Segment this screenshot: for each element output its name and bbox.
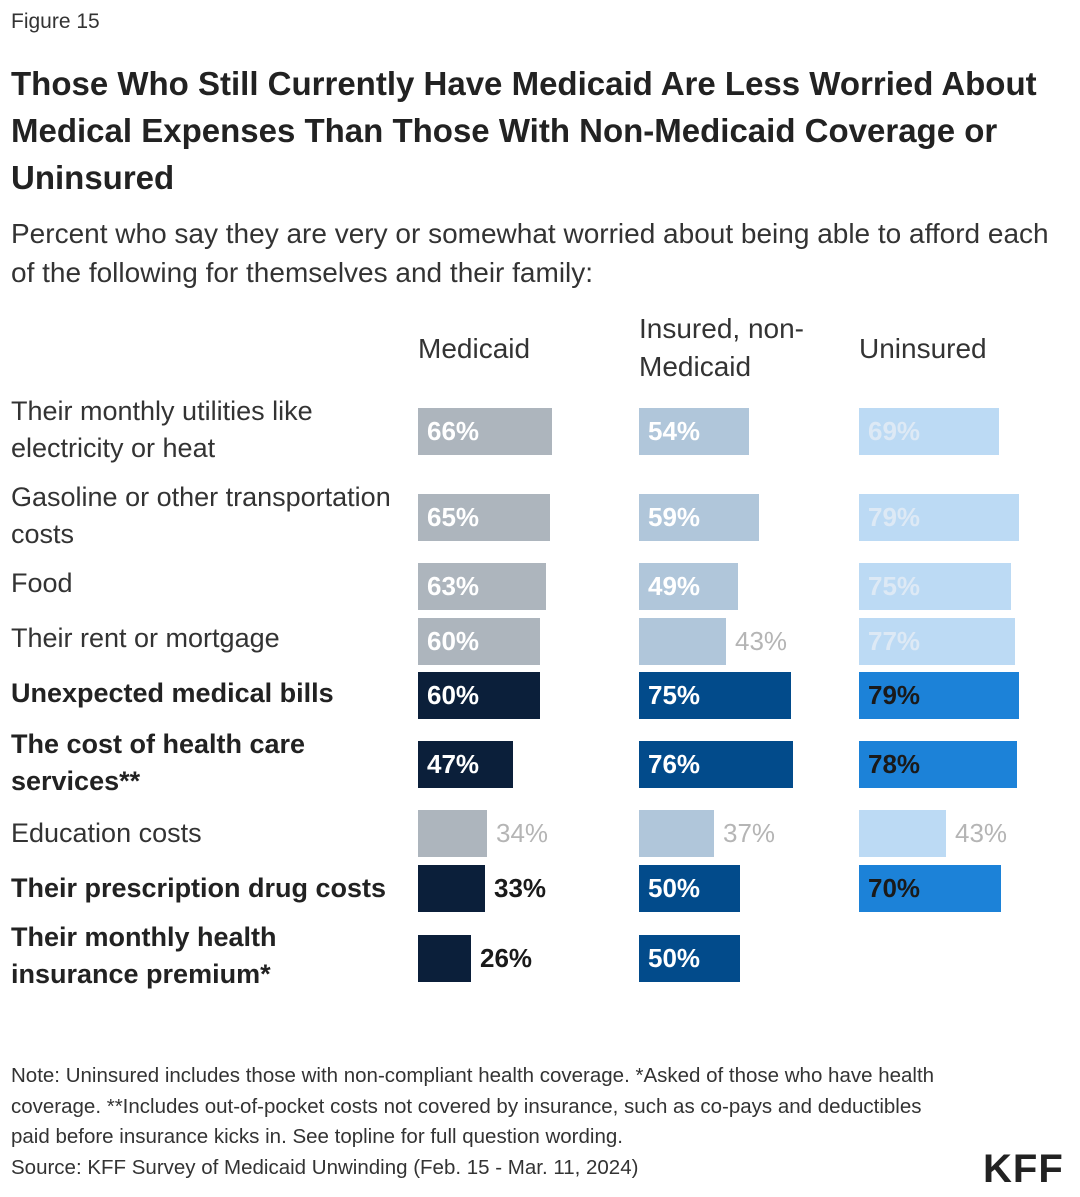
bar-insured-non-medicaid-their-rent-or-mortgage — [639, 617, 726, 665]
row-label-their-prescription-drug-costs: Their prescription drug costs — [11, 873, 387, 903]
row-label-unexpected-medical-bills: Unexpected medical bills — [11, 678, 334, 708]
value-label-medicaid-the-cost-of-health-care-services: 47% — [427, 749, 480, 779]
bar-medicaid-their-rent-or-mortgage — [418, 617, 540, 665]
value-label-uninsured-gasoline-or-other-transportation-costs: 79% — [868, 502, 921, 532]
bar-uninsured-their-monthly-utilities-like-electricity-or-heat — [859, 407, 999, 455]
row-label-their-monthly-health-insurance-premium: Their monthly health insurance premium* — [11, 922, 277, 989]
bar-uninsured-gasoline-or-other-transportation-costs — [859, 493, 1019, 541]
bar-medicaid-gasoline-or-other-transportation-costs — [418, 493, 550, 541]
value-label-uninsured-the-cost-of-health-care-services: 78% — [868, 749, 921, 779]
bar-chart: Medicaid Insured, non-Medicaid Uninsured Th… — [0, 300, 1080, 1020]
chart-subtitle: Percent who say they are very or somewha… — [11, 218, 1049, 288]
bar-insured-non-medicaid-the-cost-of-health-care-services — [639, 740, 793, 788]
chart-note: Note: Uninsured includes those with non-… — [11, 1064, 935, 1148]
value-label-uninsured-their-prescription-drug-costs: 70% — [868, 873, 921, 903]
value-label-uninsured-food: 75% — [868, 571, 921, 601]
bar-uninsured-food — [859, 562, 1011, 610]
bar-uninsured-their-rent-or-mortgage — [859, 617, 1015, 665]
value-label-medicaid-their-rent-or-mortgage: 60% — [427, 626, 480, 656]
bar-insured-non-medicaid-unexpected-medical-bills — [639, 671, 791, 719]
row-label-their-monthly-utilities-like-electricity-or-heat: Their monthly utilities like electricity… — [11, 396, 313, 463]
bar-uninsured-education-costs — [859, 809, 946, 857]
row-label-education-costs: Education costs — [11, 818, 202, 848]
bar-insured-non-medicaid-their-prescription-drug-costs — [639, 864, 740, 912]
bar-insured-non-medicaid-education-costs — [639, 809, 714, 857]
bar-insured-non-medicaid-gasoline-or-other-transportation-costs — [639, 493, 759, 541]
bar-medicaid-the-cost-of-health-care-services — [418, 740, 513, 788]
value-label-insured-non-medicaid-their-monthly-health-insurance-premium: 50% — [648, 943, 701, 973]
value-label-medicaid-education-costs: 34% — [496, 818, 549, 848]
value-label-insured-non-medicaid-their-monthly-utilities-like-electricity-or-heat: 54% — [648, 416, 701, 446]
value-label-insured-non-medicaid-food: 49% — [648, 571, 701, 601]
col-head-insured-non-medicaid: Insured, non-Medicaid — [639, 313, 804, 382]
value-label-insured-non-medicaid-their-prescription-drug-costs: 50% — [648, 873, 701, 903]
figure-label: Figure 15 — [11, 10, 100, 33]
value-label-uninsured-unexpected-medical-bills: 79% — [868, 680, 921, 710]
value-label-medicaid-food: 63% — [427, 571, 480, 601]
value-label-insured-non-medicaid-gasoline-or-other-transportation-costs: 59% — [648, 502, 701, 532]
bar-medicaid-their-prescription-drug-costs — [418, 864, 485, 912]
kff-logo: KFF — [983, 1147, 1064, 1191]
bar-medicaid-education-costs — [418, 809, 487, 857]
row-label-food: Food — [11, 568, 73, 598]
bar-uninsured-their-prescription-drug-costs — [859, 864, 1001, 912]
bar-medicaid-their-monthly-utilities-like-electricity-or-heat — [418, 407, 552, 455]
value-label-insured-non-medicaid-the-cost-of-health-care-services: 76% — [648, 749, 701, 779]
bar-medicaid-food — [418, 562, 546, 610]
bar-insured-non-medicaid-food — [639, 562, 738, 610]
bar-insured-non-medicaid-their-monthly-utilities-like-electricity-or-heat — [639, 407, 749, 455]
value-label-medicaid-their-monthly-health-insurance-premium: 26% — [480, 943, 533, 973]
row-label-the-cost-of-health-care-services: The cost of health care services** — [11, 729, 306, 796]
value-label-medicaid-unexpected-medical-bills: 60% — [427, 680, 480, 710]
row-label-gasoline-or-other-transportation-costs: Gasoline or other transportation costs — [11, 482, 391, 549]
value-label-insured-non-medicaid-education-costs: 37% — [723, 818, 776, 848]
bar-insured-non-medicaid-their-monthly-health-insurance-premium — [639, 934, 740, 982]
value-label-insured-non-medicaid-their-rent-or-mortgage: 43% — [735, 626, 788, 656]
value-label-uninsured-their-monthly-utilities-like-electricity-or-heat: 69% — [868, 416, 921, 446]
value-label-uninsured-education-costs: 43% — [955, 818, 1008, 848]
col-head-medicaid: Medicaid — [418, 333, 531, 364]
value-label-medicaid-gasoline-or-other-transportation-costs: 65% — [427, 502, 480, 532]
row-label-their-rent-or-mortgage: Their rent or mortgage — [11, 623, 280, 653]
value-label-medicaid-their-monthly-utilities-like-electricity-or-heat: 66% — [427, 416, 480, 446]
bar-uninsured-unexpected-medical-bills — [859, 671, 1019, 719]
bar-medicaid-their-monthly-health-insurance-premium — [418, 934, 471, 982]
value-label-insured-non-medicaid-unexpected-medical-bills: 75% — [648, 680, 701, 710]
value-label-medicaid-their-prescription-drug-costs: 33% — [494, 873, 547, 903]
col-head-uninsured: Uninsured — [859, 333, 987, 364]
bar-uninsured-the-cost-of-health-care-services — [859, 740, 1017, 788]
chart-title: Those Who Still Currently Have Medicaid … — [11, 65, 1037, 196]
bar-medicaid-unexpected-medical-bills — [418, 671, 540, 719]
value-label-uninsured-their-rent-or-mortgage: 77% — [868, 626, 921, 656]
chart-source: Source: KFF Survey of Medicaid Unwinding… — [11, 1156, 639, 1179]
